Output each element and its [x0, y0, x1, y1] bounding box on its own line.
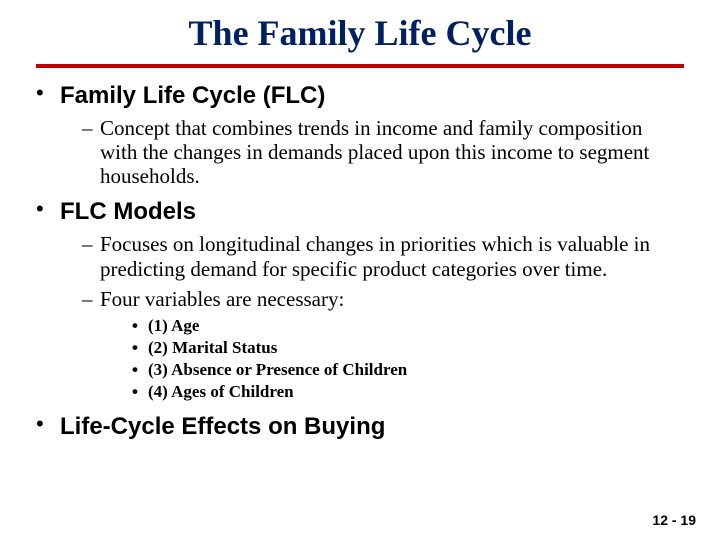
subsub-item: (1) Age [132, 315, 684, 337]
sub-item-text: Four variables are necessary: [100, 287, 344, 311]
bullet-heading: FLC Models [60, 198, 196, 225]
bullet-heading: Family Life Cycle (FLC) [60, 82, 325, 109]
bullet-heading: Life-Cycle Effects on Buying [60, 413, 385, 440]
bullet-list: Family Life Cycle (FLC) Concept that com… [36, 82, 684, 441]
sub-item: Four variables are necessary: (1) Age (2… [82, 287, 684, 404]
sub-item: Focuses on longitudinal changes in prior… [82, 232, 684, 280]
page-number: 12 - 19 [652, 512, 696, 528]
sub-list: Focuses on longitudinal changes in prior… [82, 232, 684, 403]
bullet-item: FLC Models Focuses on longitudinal chang… [36, 198, 684, 403]
slide-title: The Family Life Cycle [36, 12, 684, 54]
bullet-item: Family Life Cycle (FLC) Concept that com… [36, 82, 684, 188]
subsub-item: (3) Absence or Presence of Children [132, 359, 684, 381]
bullet-item: Life-Cycle Effects on Buying [36, 413, 684, 441]
sub-item: Concept that combines trends in income a… [82, 116, 684, 188]
subsub-item: (4) Ages of Children [132, 381, 684, 403]
slide: The Family Life Cycle Family Life Cycle … [0, 0, 720, 540]
sub-list: Concept that combines trends in income a… [82, 116, 684, 188]
subsub-item: (2) Marital Status [132, 337, 684, 359]
title-rule [36, 64, 684, 68]
subsub-list: (1) Age (2) Marital Status (3) Absence o… [132, 315, 684, 403]
